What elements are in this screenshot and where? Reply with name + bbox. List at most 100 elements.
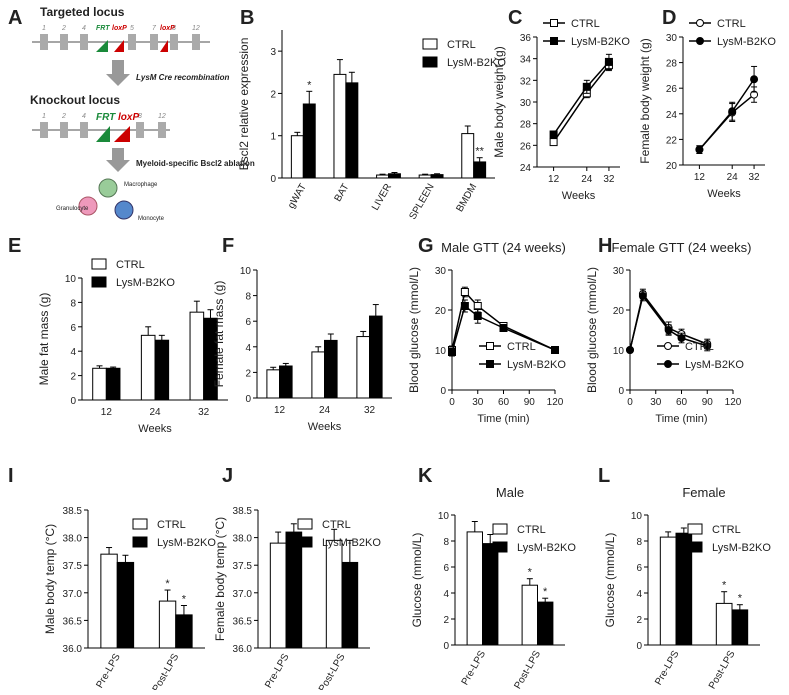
line — [552, 61, 610, 135]
bar — [324, 339, 338, 399]
x-tick-label: Post-LPS — [151, 652, 182, 690]
y-tick-label: 8 — [70, 298, 76, 309]
site-label: loxP — [160, 25, 175, 32]
bar — [333, 73, 347, 179]
y-tick-label: 37.0 — [63, 589, 83, 600]
marker — [703, 342, 712, 350]
legend-marker — [696, 19, 704, 27]
panel-label: E — [8, 235, 21, 257]
significance-label: ** — [475, 146, 484, 158]
x-tick-label: 90 — [524, 397, 536, 408]
legend-label: LysM-B2KO — [447, 57, 506, 69]
x-tick-label: LIVER — [370, 182, 394, 213]
y-tick-label: 0 — [70, 396, 76, 407]
x-tick-label: 120 — [725, 397, 742, 408]
bar — [418, 174, 432, 179]
chart-title: Male — [496, 485, 524, 500]
bar — [154, 339, 170, 401]
bar — [473, 161, 487, 179]
x-tick-label: BAT — [333, 182, 352, 204]
legend-swatch — [91, 258, 107, 270]
x-tick-label: Pre-LPS — [460, 649, 489, 688]
bar — [302, 103, 316, 179]
legend-swatch — [132, 518, 148, 530]
arrow — [106, 148, 130, 172]
x-tick-label: 32 — [749, 172, 761, 183]
y-tick-label: 3 — [270, 47, 276, 58]
y-tick-label: 32 — [520, 76, 532, 87]
line — [552, 64, 610, 143]
chart-title: Male GTT (24 weeks) — [441, 240, 566, 255]
legend-swatch — [422, 56, 438, 68]
marker — [695, 145, 704, 154]
y-axis-label: Female fat mass (g) — [212, 281, 226, 388]
bar — [482, 543, 499, 646]
y-axis-label: Glucose (mmol/L) — [410, 533, 424, 628]
chart-title: Female — [682, 485, 725, 500]
y-tick-label: 1 — [270, 132, 276, 143]
y-tick-label: 38.0 — [63, 534, 83, 545]
y-tick-label: 24 — [666, 110, 678, 121]
x-tick-label: gWAT — [286, 182, 309, 211]
y-tick-label: 8 — [443, 537, 449, 548]
legend-marker — [486, 360, 494, 368]
bar — [203, 317, 218, 401]
legend-label: LysM-B2KO — [507, 359, 566, 371]
y-tick-label: 0 — [618, 386, 624, 397]
bar — [461, 133, 475, 179]
marker — [549, 130, 558, 139]
line — [698, 78, 755, 151]
legend-label: LysM-B2KO — [157, 537, 216, 549]
y-tick-label: 2 — [636, 615, 642, 626]
y-tick-label: 4 — [443, 589, 449, 600]
legend-marker — [550, 19, 558, 27]
y-tick-label: 10 — [65, 274, 77, 285]
legend-label: LysM-B2KO — [712, 542, 771, 554]
legend-label: CTRL — [717, 18, 746, 30]
macrophage — [98, 178, 118, 198]
exon-label: 4 — [82, 113, 86, 120]
panel-label: H — [598, 235, 612, 257]
y-tick-label: 37.5 — [233, 561, 253, 572]
exon-label: 2 — [61, 25, 66, 32]
y-tick-label: 8 — [636, 537, 642, 548]
bar — [731, 609, 749, 646]
x-axis-label: Weeks — [707, 188, 741, 200]
legend-label: CTRL — [447, 39, 476, 51]
y-tick-label: 0 — [440, 386, 446, 397]
x-axis-label: Time (min) — [655, 413, 707, 425]
cell-label: Macrophage — [124, 182, 158, 188]
x-tick-label: Pre-LPS — [94, 652, 123, 690]
y-axis-label: Female body temp (°C) — [213, 517, 227, 641]
y-axis-label: Glucose (mmol/L) — [603, 533, 617, 628]
loxp-site — [160, 40, 168, 52]
x-tick-label: Pre-LPS — [653, 649, 682, 688]
line — [698, 94, 755, 151]
x-tick-label: 60 — [498, 397, 510, 408]
y-tick-label: 26 — [666, 84, 678, 95]
significance-label: * — [543, 586, 548, 598]
bar — [356, 336, 370, 399]
y-tick-label: 37.0 — [233, 589, 253, 600]
y-tick-label: 4 — [70, 347, 76, 358]
legend-label: LysM-B2KO — [571, 36, 630, 48]
bar — [100, 553, 118, 649]
exon-label: 1 — [42, 25, 46, 32]
legend-label: LysM-B2KO — [517, 542, 576, 554]
significance-label: * — [165, 578, 170, 590]
significance-label: * — [182, 593, 187, 605]
marker — [677, 334, 686, 342]
bar — [158, 600, 177, 649]
x-tick-label: 30 — [472, 397, 484, 408]
x-tick-label: 12 — [548, 174, 560, 185]
x-tick-label: 120 — [547, 397, 564, 408]
cell-label: Granulocyte — [56, 206, 89, 212]
bar — [266, 369, 280, 399]
bar — [376, 174, 389, 179]
marker — [460, 288, 469, 296]
legend-marker — [550, 37, 558, 45]
exon-label: 12 — [192, 25, 200, 32]
legend-marker — [486, 342, 494, 350]
